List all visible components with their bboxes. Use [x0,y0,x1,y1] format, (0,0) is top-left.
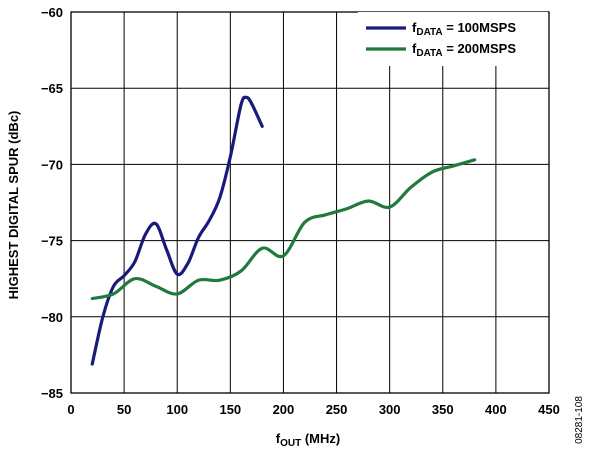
x-axis-label-main: f [276,431,281,446]
legend-label-200msps-sub: DATA [416,48,442,59]
legend-label-100msps-rest: = 100MSPS [443,20,517,35]
x-tick-label: 100 [166,402,188,417]
x-tick-label: 350 [432,402,454,417]
x-tick-label: 0 [67,402,74,417]
legend-label-100msps-sub: DATA [416,27,442,38]
x-tick-label: 50 [117,402,131,417]
y-tick-labels: −60 −65 −70 −75 −80 −85 [41,5,63,401]
x-tick-label: 250 [326,402,348,417]
x-tick-label: 150 [219,402,241,417]
x-tick-label: 450 [538,402,560,417]
x-tick-labels: 0 50 100 150 200 250 300 350 400 450 [67,402,559,417]
y-tick-label: −70 [41,157,63,172]
legend-label-200msps-rest: = 200MSPS [443,41,517,56]
series-line-200msps [90,158,477,301]
x-axis-label-sub: OUT [280,438,301,449]
x-axis-label-rest: (MHz) [301,431,340,446]
y-tick-label: −60 [41,5,63,20]
legend-label-200msps-main: f [412,41,417,56]
y-tick-label: −75 [41,234,63,249]
x-tick-label: 200 [273,402,295,417]
x-tick-label: 400 [485,402,507,417]
y-tick-label: −85 [41,386,63,401]
figure-id: 08281-108 [574,396,585,444]
legend-label-200msps: fDATA = 200MSPS [412,41,516,59]
plot-frame [70,11,550,394]
y-axis-label: HIGHEST DIGITAL SPUR (dBc) [6,111,21,300]
y-tick-label: −80 [41,310,63,325]
x-axis-label: fOUT (MHz) [276,431,340,449]
legend-label-100msps-main: f [412,20,417,35]
series-line-100msps [90,95,264,366]
chart-grid [71,12,549,393]
x-tick-label: 300 [379,402,401,417]
legend-label-100msps: fDATA = 100MSPS [412,20,516,38]
y-tick-label: −65 [41,81,63,96]
legend-box [358,12,548,66]
series-layer [90,95,477,366]
legend: fDATA = 100MSPS fDATA = 200MSPS [358,12,548,66]
